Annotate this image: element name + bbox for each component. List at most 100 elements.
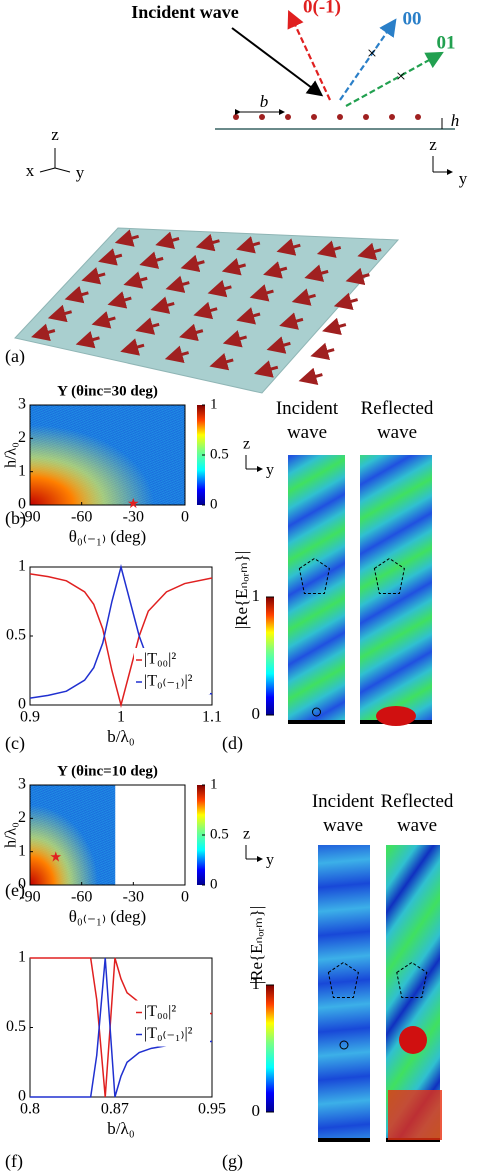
dipole	[75, 330, 100, 349]
dipole	[209, 353, 234, 371]
hot-spot	[388, 1090, 442, 1140]
x-tick-label: -60	[71, 509, 92, 526]
colorbar-tick-label: 1	[210, 776, 218, 792]
hot-spot	[376, 706, 416, 726]
dipole	[195, 233, 220, 252]
dipole	[222, 330, 248, 348]
legend-box	[134, 1000, 210, 1047]
particle	[312, 707, 321, 717]
dipole	[155, 231, 180, 249]
order-label: 0(-1)	[303, 0, 341, 17]
incident-label: Incident wave	[131, 2, 239, 22]
axis-letter: z	[243, 826, 250, 843]
dipole	[98, 248, 123, 266]
chart-title: Y (θinc=10 deg)	[57, 763, 158, 779]
y-tick-label: 1	[18, 949, 26, 966]
dipole	[333, 292, 359, 311]
dipole	[164, 345, 190, 364]
order-label: 00	[403, 8, 422, 29]
x-tick-label: 1.1	[202, 709, 222, 726]
order-arrow	[287, 10, 331, 101]
dipole	[266, 336, 291, 354]
column-label: Incident wave	[311, 791, 375, 836]
dipole	[322, 317, 347, 336]
panel-label: (d)	[222, 733, 243, 754]
dipole	[64, 285, 89, 304]
legend-label: |T₀₀|²	[144, 1003, 176, 1020]
wave-arrow	[327, 961, 359, 998]
colorbar-tick-label: 1	[210, 396, 218, 412]
x-tick-label: -90	[19, 509, 40, 526]
field-ylabel: |Re{Eₙₒᵣₘ}|	[232, 551, 251, 630]
highlight-marker: ★	[50, 851, 63, 866]
dipole	[254, 360, 279, 378]
dipole	[180, 254, 205, 273]
dipoles	[31, 229, 382, 386]
dipole	[345, 267, 370, 286]
column-label: Reflected wave	[360, 398, 434, 443]
field-map	[318, 845, 370, 1140]
x-tick-label: 1	[117, 709, 125, 726]
dipole	[310, 342, 335, 361]
highlight-marker: ★	[127, 497, 140, 512]
particles	[233, 114, 421, 120]
panel-label: (f)	[5, 1151, 23, 1172]
axis-arrows	[432, 156, 452, 172]
panel-label: (b)	[5, 508, 26, 529]
dipole	[291, 288, 316, 306]
heatmap-image	[30, 785, 116, 885]
wave-arrow	[373, 557, 405, 594]
axis-arrows	[245, 845, 262, 859]
y-axis-label: h/λ₀	[3, 822, 20, 848]
colorbar-tick-label: 1	[252, 586, 261, 605]
y-tick-label: 2	[18, 429, 26, 446]
legend-label: |T₀₍₋₁₎|²	[144, 673, 193, 690]
y-tick-label: 0	[18, 876, 26, 893]
x-axis-label: θ₀₍₋₁₎ (deg)	[69, 907, 146, 926]
colorbar	[266, 597, 274, 715]
panel-label: (c)	[5, 733, 25, 754]
dipole	[276, 238, 301, 256]
series-line	[29, 573, 213, 708]
axis-letter: z	[429, 135, 437, 154]
axis-letter: y	[76, 163, 85, 182]
dipole	[304, 264, 329, 282]
colorbar-tick-label: 1	[252, 974, 261, 993]
x-tick-label: -30	[123, 509, 144, 526]
dipole	[165, 275, 190, 293]
dipole	[316, 240, 342, 258]
dipole	[221, 257, 247, 276]
axis-letter: y	[459, 169, 468, 188]
schematic: Incident wave × × 0(-1) 00 01 b h z y z …	[14, 0, 468, 394]
panel-label: (a)	[5, 346, 25, 367]
dipole	[207, 279, 232, 298]
order-arrow	[345, 51, 444, 107]
x-tick-label: 0.87	[101, 1101, 129, 1118]
colorbar-tick-label: 0	[252, 704, 261, 723]
dipole	[31, 323, 56, 341]
x-tick-label: 0	[181, 509, 189, 526]
axis-letter: z	[51, 125, 59, 144]
cross: ×	[367, 43, 377, 63]
heatmap-image	[30, 405, 185, 505]
dipole	[193, 301, 218, 320]
x-axis-label: b/λ₀	[107, 1119, 134, 1138]
dipole	[47, 304, 73, 323]
y-tick-label: 3	[18, 396, 26, 413]
panel-label: (e)	[5, 880, 25, 901]
cross: ×	[396, 66, 406, 86]
panel-label: (g)	[222, 1151, 243, 1172]
axis-letter: x	[26, 161, 35, 180]
colorbar	[266, 985, 274, 1112]
y-tick-label: 0	[18, 696, 26, 713]
axis-arrows	[39, 148, 71, 173]
x-tick-label: -30	[123, 889, 144, 906]
colorbar-tick-label: 0	[252, 1101, 261, 1120]
dipole	[135, 317, 160, 335]
x-tick-label: 0.95	[198, 1101, 226, 1118]
axis-letter: y	[266, 852, 274, 869]
axis-arrows	[245, 455, 262, 469]
x-tick-label: 0	[181, 889, 189, 906]
